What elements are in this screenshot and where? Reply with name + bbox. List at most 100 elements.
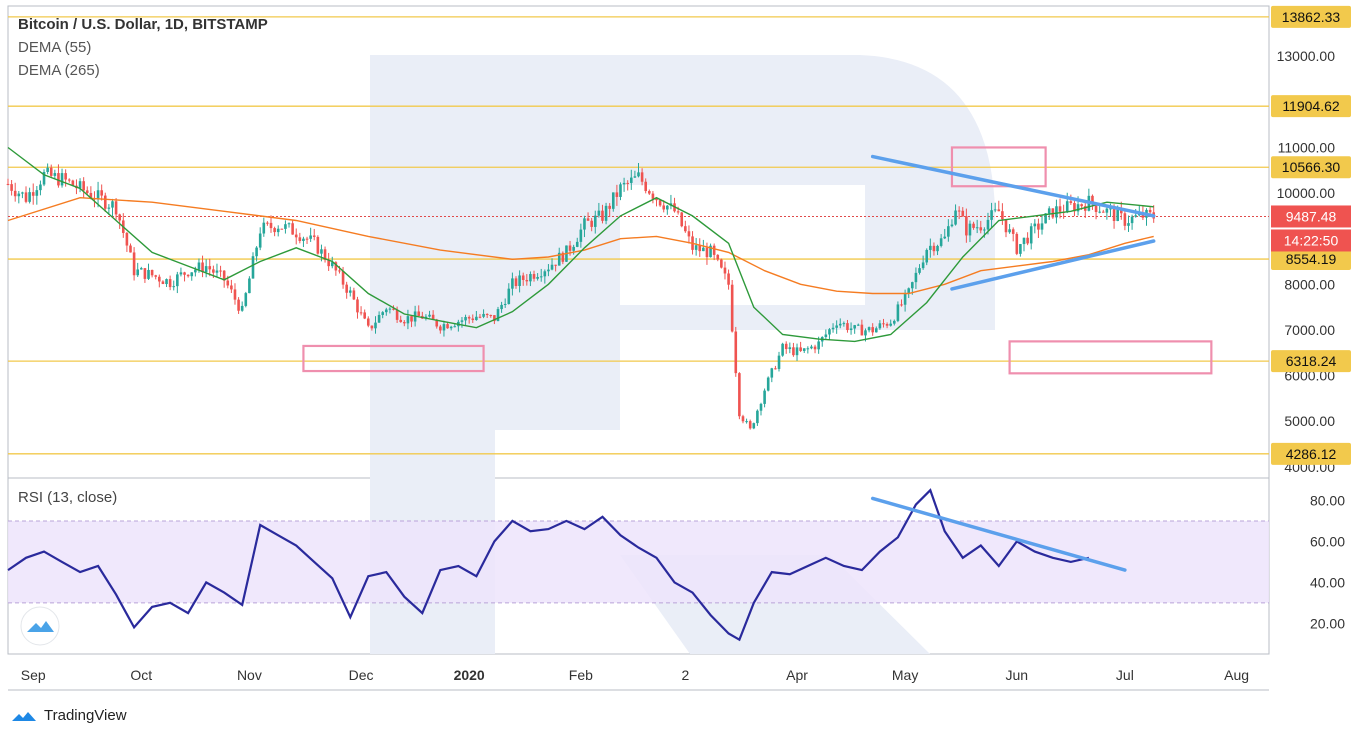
badge-cloud-icon	[27, 621, 54, 632]
candle-body	[676, 211, 680, 213]
tradingview-logo[interactable]: TradingView	[8, 706, 127, 724]
candle-body	[640, 172, 644, 182]
candle-body	[1044, 213, 1047, 224]
candle-body	[961, 210, 965, 217]
candle-body	[320, 249, 323, 254]
candle-body	[132, 252, 136, 276]
candle-body	[828, 329, 831, 335]
candle-body	[464, 317, 467, 321]
candle-body	[363, 312, 366, 319]
candle-body	[727, 273, 730, 285]
candle-body	[712, 245, 716, 255]
candle-body	[381, 312, 384, 315]
candle-body	[46, 167, 49, 172]
candle-body	[1130, 216, 1134, 224]
candle-body	[914, 272, 918, 283]
candle-body	[21, 192, 24, 194]
candle-body	[352, 290, 356, 300]
candle-body	[460, 320, 464, 322]
candle-body	[356, 299, 359, 313]
candle-body	[1091, 195, 1094, 205]
candle-body	[403, 322, 406, 324]
zone-dec-support	[302, 344, 485, 373]
candle-body	[312, 235, 316, 237]
candle-body	[525, 279, 529, 282]
candles	[6, 163, 1156, 430]
candle-body	[388, 308, 392, 310]
candle-body	[968, 223, 972, 236]
candle-body	[817, 341, 820, 350]
candle-body	[720, 259, 723, 268]
candle-body	[208, 266, 212, 270]
candle-body	[1101, 211, 1105, 213]
candle-body	[57, 173, 60, 186]
candle-body	[39, 184, 42, 191]
level-label: 8554.19	[1286, 251, 1337, 267]
candle-body	[856, 324, 860, 326]
candle-body	[518, 275, 521, 287]
candle-body	[1008, 229, 1011, 233]
candle-body	[874, 328, 878, 333]
candle-body	[240, 305, 244, 311]
candle-body	[903, 292, 907, 305]
candle-body	[478, 316, 482, 318]
candle-body	[990, 210, 993, 220]
candle-body	[273, 228, 276, 233]
candle-body	[608, 205, 611, 209]
candle-body	[176, 274, 179, 287]
x-axis-label: Nov	[237, 667, 262, 683]
rsi-tick-label: 20.00	[1310, 615, 1345, 631]
cloud-icon	[12, 712, 36, 721]
candle-body	[604, 205, 608, 221]
candle-body	[399, 319, 403, 323]
level-badge	[1271, 442, 1351, 465]
candle-body	[435, 319, 439, 327]
candle-body	[514, 278, 518, 287]
zone-jun-resistance	[950, 146, 1047, 188]
candle-body	[1109, 208, 1112, 210]
candle-body	[276, 228, 280, 233]
candle-body	[294, 234, 298, 238]
candle-body	[929, 245, 932, 250]
candle-body	[583, 218, 586, 230]
candle-body	[284, 224, 287, 229]
dema265-legend: DEMA (265)	[18, 62, 100, 79]
candle-body	[150, 269, 154, 276]
candle-body	[1083, 206, 1087, 211]
candle-body	[1098, 211, 1101, 213]
candle-body	[763, 390, 766, 404]
candle-body	[1080, 204, 1083, 207]
candle-body	[60, 173, 64, 186]
candle-body	[500, 304, 503, 310]
candle-body	[147, 269, 150, 279]
candle-body	[925, 249, 929, 263]
candle-body	[439, 326, 442, 331]
candle-body	[449, 326, 453, 329]
candle-body	[792, 347, 795, 356]
candle-body	[1119, 209, 1123, 214]
zone-target-zone	[1008, 340, 1213, 375]
candle-body	[42, 171, 46, 185]
candle-body	[475, 316, 478, 321]
x-axis-label: Apr	[786, 667, 808, 683]
candle-body	[348, 290, 352, 293]
level-badge	[1271, 5, 1351, 28]
candle-body	[338, 270, 341, 272]
candle-body	[774, 368, 777, 370]
candle-body	[1037, 223, 1040, 230]
level-badge	[1271, 248, 1351, 271]
candle-body	[972, 223, 975, 228]
candle-body	[784, 343, 788, 350]
candle-body	[385, 309, 388, 313]
candle-body	[781, 343, 784, 356]
candle-body	[78, 181, 82, 189]
candle-body	[907, 288, 911, 293]
candle-body	[965, 216, 968, 236]
candle-body	[586, 218, 590, 221]
candle-body	[1105, 208, 1109, 213]
candle-body	[111, 201, 114, 208]
candle-body	[287, 223, 291, 225]
candle-body	[1076, 204, 1080, 212]
candle-body	[1073, 203, 1076, 212]
